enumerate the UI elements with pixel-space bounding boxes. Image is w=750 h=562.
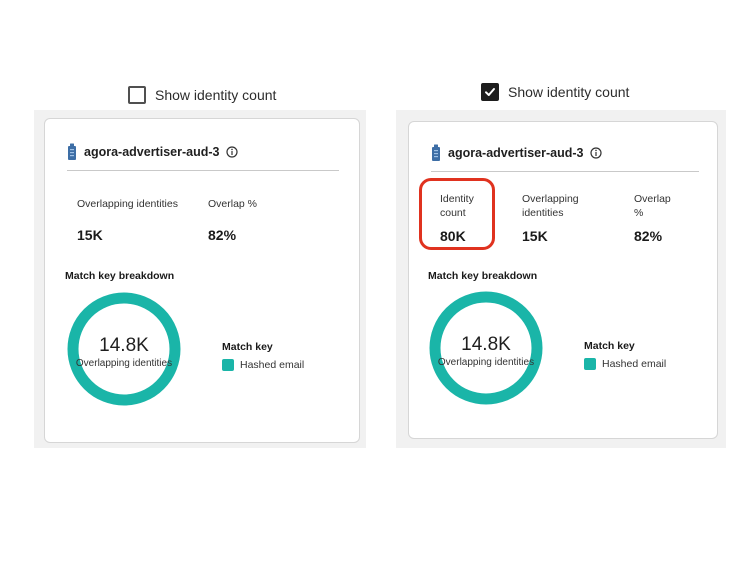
show-identity-count-label: Show identity count bbox=[155, 87, 277, 103]
stat-value-identity-count: 80K bbox=[440, 228, 466, 244]
show-identity-count-toggle[interactable]: Show identity count bbox=[481, 83, 629, 101]
info-icon[interactable] bbox=[226, 146, 239, 158]
header-divider bbox=[431, 171, 699, 172]
audience-overlap-card: agora-advertiser-aud-3 Identity count 80K… bbox=[408, 121, 718, 439]
legend-item-hashed-email: Hashed email bbox=[584, 358, 666, 370]
show-identity-count-label: Show identity count bbox=[508, 84, 630, 100]
identity-count-highlight bbox=[419, 178, 495, 250]
header-divider bbox=[67, 170, 339, 171]
stat-label-overlap-percent: Overlap% bbox=[634, 193, 671, 219]
donut-total-value: 14.8K bbox=[461, 334, 511, 355]
legend-label: Hashed email bbox=[240, 359, 305, 371]
donut-segment-hashed-email bbox=[429, 291, 543, 405]
donut-center-label: 14.8K Overlapping identities bbox=[66, 335, 182, 369]
stat-value-overlapping-identities: 15K bbox=[522, 228, 548, 244]
donut-caption: Overlapping identities bbox=[75, 358, 173, 369]
donut-total-value: 14.8K bbox=[99, 335, 149, 356]
legend-title: Match key bbox=[584, 340, 635, 352]
checkbox-unchecked[interactable] bbox=[128, 86, 146, 104]
audience-name: agora-advertiser-aud-3 bbox=[448, 146, 584, 160]
show-identity-count-toggle[interactable]: Show identity count bbox=[128, 86, 276, 104]
donut-segment-hashed-email bbox=[67, 292, 181, 406]
stat-label-overlapping-identities: Overlapping identities bbox=[522, 193, 579, 219]
stat-label-overlapping-identities: Overlapping identities bbox=[77, 198, 178, 210]
legend-item-hashed-email: Hashed email bbox=[222, 359, 304, 371]
match-key-donut-chart bbox=[67, 292, 181, 406]
card-header: agora-advertiser-aud-3 bbox=[431, 144, 603, 162]
match-key-breakdown-title: Match key breakdown bbox=[428, 270, 538, 282]
stat-label-overlap-percent: Overlap % bbox=[208, 198, 258, 210]
donut-center-label: 14.8K Overlapping identities bbox=[428, 334, 544, 368]
stat-value-overlap-percent: 82% bbox=[634, 228, 663, 244]
stat-label-identity-count: Identity count bbox=[440, 193, 474, 219]
info-icon[interactable] bbox=[590, 147, 603, 159]
legend-swatch bbox=[584, 358, 596, 370]
checkbox-checked[interactable] bbox=[481, 83, 499, 101]
stat-value-overlapping-identities: 15K bbox=[77, 227, 103, 243]
audience-overlap-card: agora-advertiser-aud-3 Overlapping ident… bbox=[44, 118, 360, 443]
legend-title: Match key bbox=[222, 341, 273, 353]
legend-label: Hashed email bbox=[602, 358, 667, 370]
audience-name: agora-advertiser-aud-3 bbox=[84, 145, 220, 159]
legend-swatch bbox=[222, 359, 234, 371]
audience-icon bbox=[68, 143, 76, 160]
card-header: agora-advertiser-aud-3 bbox=[67, 143, 239, 161]
checkmark-icon bbox=[485, 88, 495, 96]
stat-value-overlap-percent: 82% bbox=[208, 227, 237, 243]
match-key-donut-chart bbox=[429, 291, 543, 405]
match-key-breakdown-title: Match key breakdown bbox=[65, 270, 175, 282]
audience-icon bbox=[432, 144, 440, 161]
donut-caption: Overlapping identities bbox=[437, 357, 535, 368]
